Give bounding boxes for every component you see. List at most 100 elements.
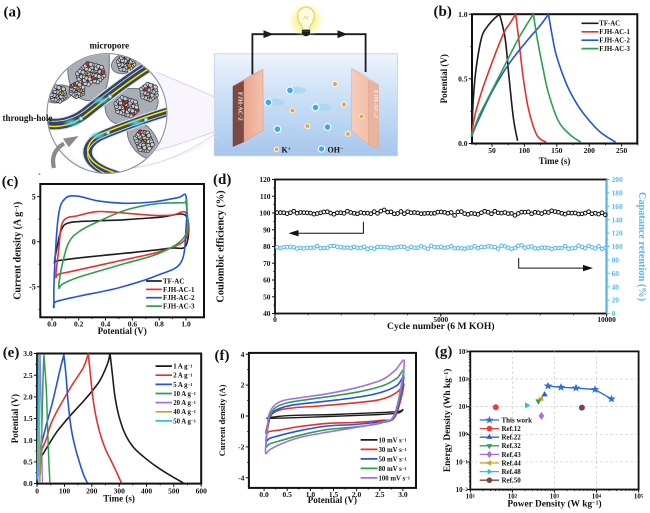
svg-text:500: 500 — [168, 487, 180, 496]
svg-text:1.5: 1.5 — [329, 490, 339, 499]
svg-text:-4: -4 — [238, 473, 244, 482]
svg-text:50 A g−1: 50 A g−1 — [173, 418, 196, 426]
svg-text:Cycle number (6 M KOH): Cycle number (6 M KOH) — [387, 321, 494, 332]
svg-text:2 A g−1: 2 A g−1 — [173, 372, 193, 380]
svg-text:400: 400 — [141, 487, 153, 496]
svg-text:10−1: 10−1 — [456, 458, 469, 466]
svg-text:0.2: 0.2 — [74, 319, 84, 328]
svg-text:30 mV s−1: 30 mV s−1 — [379, 446, 408, 454]
svg-text:40: 40 — [263, 309, 271, 318]
svg-text:Ref.48: Ref.48 — [502, 468, 522, 476]
svg-text:FJH-AC-1: FJH-AC-1 — [163, 286, 195, 294]
svg-text:0: 0 — [35, 487, 39, 496]
svg-text:FJH-AC-1: FJH-AC-1 — [599, 29, 630, 36]
svg-text:(g): (g) — [435, 344, 453, 360]
svg-text:140: 140 — [612, 215, 623, 224]
svg-text:200: 200 — [584, 146, 596, 155]
svg-text:Energy Density (Wh kg−1): Energy Density (Wh kg−1) — [442, 369, 453, 473]
svg-text:Time (s): Time (s) — [539, 156, 571, 166]
svg-text:10000: 10000 — [597, 315, 616, 324]
svg-text:0: 0 — [241, 412, 245, 421]
svg-text:101: 101 — [458, 403, 468, 411]
svg-text:TF-AC: TF-AC — [163, 277, 184, 285]
svg-text:10 mV s−1: 10 mV s−1 — [379, 437, 408, 445]
svg-text:0.5: 0.5 — [23, 458, 33, 467]
svg-text:Coulombic efficiency (%): Coulombic efficiency (%) — [216, 190, 227, 302]
svg-text:FJH-AC-3: FJH-AC-3 — [599, 46, 630, 53]
svg-text:60: 60 — [263, 276, 271, 285]
svg-text:50: 50 — [263, 292, 271, 301]
svg-text:2.5: 2.5 — [23, 371, 33, 380]
svg-text:100: 100 — [612, 242, 623, 251]
svg-text:100: 100 — [519, 146, 531, 155]
svg-text:160: 160 — [612, 202, 623, 211]
svg-text:2.0: 2.0 — [23, 393, 33, 402]
svg-text:10−2: 10−2 — [456, 486, 469, 494]
svg-text:200: 200 — [86, 487, 98, 496]
svg-text:0: 0 — [32, 238, 36, 247]
svg-text:Ref.44: Ref.44 — [502, 459, 522, 467]
svg-text:Ref.12: Ref.12 — [502, 425, 522, 433]
svg-text:3.0: 3.0 — [23, 349, 33, 358]
svg-text:20 A g−1: 20 A g−1 — [173, 400, 196, 408]
svg-text:(e): (e) — [3, 345, 20, 361]
svg-text:180: 180 — [612, 189, 623, 198]
svg-text:(c): (c) — [2, 174, 19, 190]
svg-text:2.0: 2.0 — [352, 490, 362, 499]
svg-text:5 A g−1: 5 A g−1 — [173, 381, 193, 389]
svg-text:0.5: 0.5 — [283, 490, 293, 499]
svg-text:103: 103 — [458, 348, 468, 356]
svg-text:Ref.50: Ref.50 — [502, 477, 522, 485]
svg-text:104: 104 — [592, 492, 602, 500]
svg-text:TF-AC: TF-AC — [599, 21, 620, 28]
svg-text:0: 0 — [612, 309, 616, 318]
svg-text:1 A g−1: 1 A g−1 — [173, 363, 193, 371]
svg-text:105: 105 — [634, 492, 644, 500]
svg-text:K+: K+ — [282, 145, 291, 154]
svg-text:5: 5 — [32, 192, 36, 201]
svg-text:80: 80 — [263, 242, 271, 251]
svg-text:Capatance retention (%): Capatance retention (%) — [636, 192, 647, 301]
svg-text:103: 103 — [550, 492, 560, 500]
svg-text:80: 80 — [612, 256, 620, 265]
svg-text:0.8: 0.8 — [155, 319, 165, 328]
svg-text:This work: This work — [502, 416, 533, 424]
svg-text:80 mV s−1: 80 mV s−1 — [379, 465, 408, 473]
svg-text:300: 300 — [114, 487, 126, 496]
svg-text:600: 600 — [196, 487, 208, 496]
svg-text:110: 110 — [260, 192, 271, 201]
svg-text:-2: -2 — [238, 443, 244, 452]
svg-text:0.0: 0.0 — [259, 490, 269, 499]
svg-text:1.0: 1.0 — [306, 490, 316, 499]
svg-text:120: 120 — [612, 229, 623, 238]
svg-text:through-hole: through-hole — [3, 113, 53, 123]
svg-text:20: 20 — [612, 296, 620, 305]
svg-text:102: 102 — [508, 492, 518, 500]
svg-text:2: 2 — [241, 381, 245, 390]
svg-text:1.0: 1.0 — [23, 436, 33, 445]
svg-text:90: 90 — [263, 225, 271, 234]
svg-text:0: 0 — [273, 315, 277, 324]
svg-text:-5: -5 — [29, 283, 36, 292]
svg-text:50: 50 — [488, 146, 496, 155]
svg-text:101: 101 — [466, 492, 476, 500]
svg-text:3.0: 3.0 — [398, 490, 408, 499]
svg-text:5000: 5000 — [433, 315, 448, 324]
svg-text:Potential (V): Potential (V) — [439, 54, 449, 103]
svg-text:OH−: OH− — [328, 145, 344, 154]
svg-text:100 mV s−1: 100 mV s−1 — [379, 475, 411, 483]
svg-text:70: 70 — [263, 259, 271, 268]
svg-text:Potential (V): Potential (V) — [98, 326, 147, 336]
svg-text:0.4: 0.4 — [101, 319, 111, 328]
svg-text:(a): (a) — [4, 4, 22, 20]
svg-text:10 A g−1: 10 A g−1 — [173, 390, 196, 398]
svg-text:Potential (V): Potential (V) — [308, 495, 357, 505]
svg-text:Current density (A g−1): Current density (A g−1) — [13, 202, 24, 300]
svg-text:FJH-AC-2: FJH-AC-2 — [163, 294, 195, 302]
svg-text:FJH-AC-2: FJH-AC-2 — [599, 38, 630, 45]
svg-text:120: 120 — [259, 175, 270, 184]
svg-text:0.6: 0.6 — [128, 319, 138, 328]
svg-text:1.5: 1.5 — [23, 414, 33, 423]
svg-text:0.0: 0.0 — [47, 319, 57, 328]
svg-text:0.5: 0.5 — [458, 74, 468, 83]
